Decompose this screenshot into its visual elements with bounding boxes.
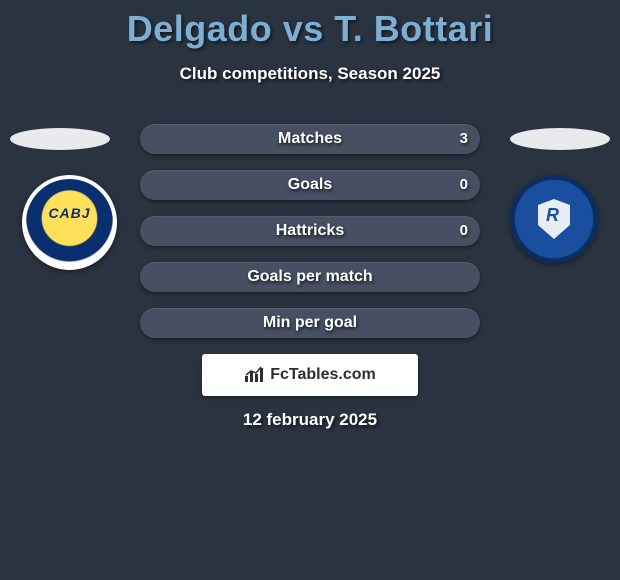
stat-row-hattricks: Hattricks 0 bbox=[140, 216, 480, 246]
stat-row-matches: Matches 3 bbox=[140, 124, 480, 154]
club-crest-right bbox=[510, 175, 598, 263]
stats-container: Matches 3 Goals 0 Hattricks 0 Goals per … bbox=[140, 124, 480, 354]
stat-label: Goals per match bbox=[140, 262, 480, 292]
brand-badge: FcTables.com bbox=[202, 354, 418, 396]
brand-text: FcTables.com bbox=[270, 366, 376, 384]
club-crest-left bbox=[22, 175, 117, 270]
player-left-name-plate bbox=[10, 128, 110, 150]
page-title: Delgado vs T. Bottari bbox=[0, 0, 620, 50]
stat-row-min-per-goal: Min per goal bbox=[140, 308, 480, 338]
stat-label: Hattricks bbox=[140, 216, 480, 246]
stat-label: Matches bbox=[140, 124, 480, 154]
date-label: 12 february 2025 bbox=[0, 410, 620, 430]
bar-chart-icon bbox=[244, 366, 266, 384]
stat-row-goals-per-match: Goals per match bbox=[140, 262, 480, 292]
stat-row-goals: Goals 0 bbox=[140, 170, 480, 200]
stat-value-right: 0 bbox=[460, 170, 468, 200]
stat-value-right: 0 bbox=[460, 216, 468, 246]
season-subtitle: Club competitions, Season 2025 bbox=[0, 64, 620, 84]
player-right-name-plate bbox=[510, 128, 610, 150]
stat-label: Goals bbox=[140, 170, 480, 200]
stat-value-right: 3 bbox=[460, 124, 468, 154]
stat-label: Min per goal bbox=[140, 308, 480, 338]
